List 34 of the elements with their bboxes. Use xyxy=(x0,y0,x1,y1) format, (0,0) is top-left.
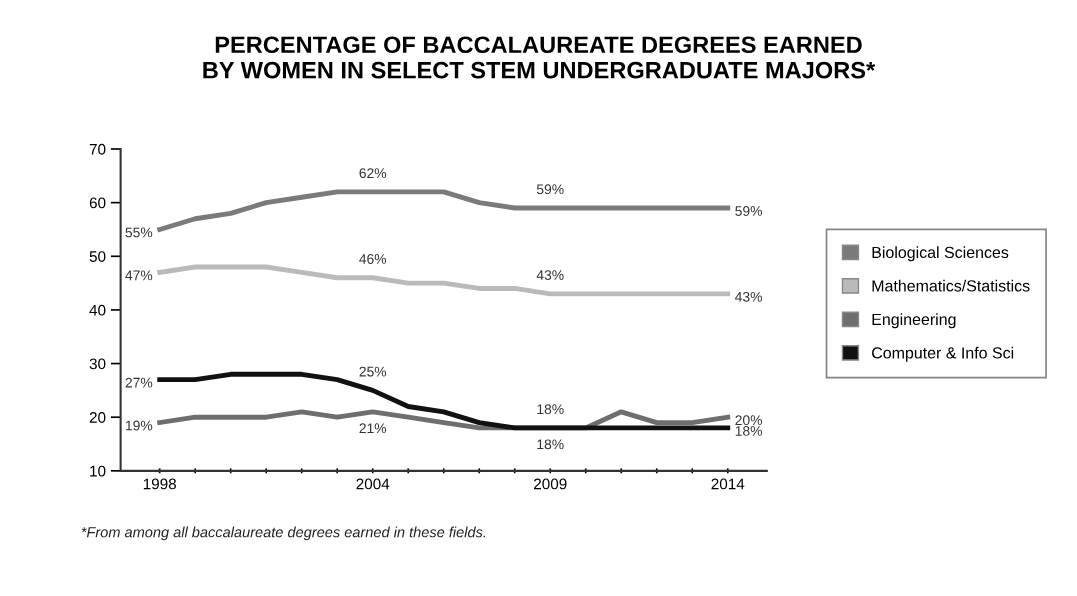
y-tick-label: 70 xyxy=(89,143,106,155)
data-label: 62% xyxy=(359,168,387,179)
legend-label: Engineering xyxy=(872,313,956,329)
data-label: 47% xyxy=(125,270,153,281)
data-label: 18% xyxy=(735,425,763,436)
data-label: 21% xyxy=(359,423,387,434)
line-series xyxy=(157,264,731,297)
x-tick-label: 2009 xyxy=(534,478,567,490)
data-label: 27% xyxy=(125,377,153,388)
x-tick-label: 1998 xyxy=(143,478,177,490)
data-label: 43% xyxy=(735,291,763,302)
legend-label: Mathematics/Statistics xyxy=(872,279,1030,292)
data-label: 18% xyxy=(537,404,564,415)
legend-label: Biological Sciences xyxy=(872,246,1009,262)
y-tick-label: 60 xyxy=(89,197,106,209)
data-label: 59% xyxy=(536,184,564,195)
y-tick-label: 50 xyxy=(89,251,106,262)
data-label: 18% xyxy=(537,439,564,450)
x-tick-label: 2014 xyxy=(711,478,745,490)
x-tick-label: 2004 xyxy=(356,478,390,490)
text: *From among all baccalaureate degrees earned in these fields. xyxy=(81,526,486,541)
y-tick-label: 10 xyxy=(90,465,106,477)
y-tick-label: 40 xyxy=(89,304,106,316)
data-label: 59% xyxy=(735,206,763,216)
chart-title: PERCENTAGE OF BACCALAUREATE DEGREES EARNED BY WOMEN IN SELECT STEM UNDERGRADUATE MAJORS* xyxy=(203,36,876,79)
data-label: 46% xyxy=(359,254,387,264)
legend-label: Computer & Info Sci xyxy=(872,346,1014,362)
data-label: 43% xyxy=(536,270,564,280)
data-label: 20% xyxy=(735,415,763,426)
data-label: 55% xyxy=(125,227,153,238)
data-label: 19% xyxy=(126,420,153,431)
y-tick-label: 30 xyxy=(89,358,106,370)
y-tick-label: 20 xyxy=(89,412,106,423)
data-label: 25% xyxy=(359,366,387,377)
